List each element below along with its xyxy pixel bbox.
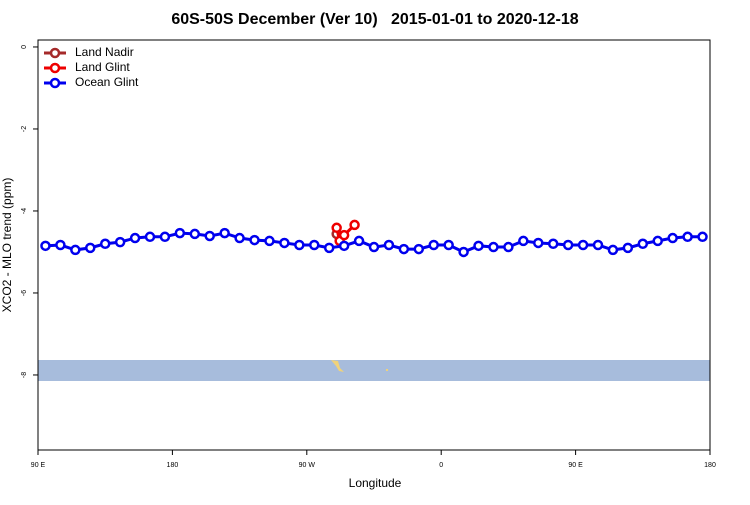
x-tick-label: 180 <box>167 462 179 469</box>
legend-marker <box>49 62 61 74</box>
x-tick-label: 180 <box>704 462 716 469</box>
x-axis-label: Longitude <box>349 476 402 490</box>
data-point <box>114 236 126 248</box>
legend-label: Land Nadir <box>75 45 134 59</box>
data-point <box>99 238 111 250</box>
data-point <box>234 232 245 244</box>
map-land <box>386 369 388 371</box>
data-point <box>331 222 342 234</box>
y-axis-label: XCO2 - MLO trend (ppm) <box>0 178 14 313</box>
data-point <box>383 239 395 251</box>
data-point <box>682 231 693 243</box>
data-point <box>488 241 499 253</box>
data-point <box>577 239 589 251</box>
y-tick-label: 0 <box>21 45 28 49</box>
data-point <box>518 235 529 247</box>
data-point <box>637 238 649 250</box>
x-tick-label: 90 E <box>31 462 46 469</box>
data-point <box>174 227 186 239</box>
data-point <box>338 240 350 252</box>
map-strip <box>38 360 710 381</box>
y-tick-label: -2 <box>21 126 28 132</box>
data-point <box>85 242 96 254</box>
data-point <box>547 238 559 250</box>
data-point <box>413 243 425 255</box>
data-point <box>428 239 439 251</box>
data-point <box>249 234 260 246</box>
data-point <box>398 243 410 255</box>
data-point <box>159 231 171 243</box>
x-tick-label: 0 <box>439 462 443 469</box>
data-point <box>697 231 708 243</box>
chart-title: 60S-50S December (Ver 10) 2015-01-01 to … <box>171 11 578 28</box>
data-point <box>607 244 619 256</box>
data-point <box>264 235 275 247</box>
data-point <box>592 239 604 251</box>
y-tick-label: -6 <box>21 290 28 296</box>
y-tick-label: -8 <box>21 372 28 378</box>
x-tick-label: 90 W <box>299 462 316 469</box>
legend-label: Land Glint <box>75 60 130 74</box>
data-point <box>55 239 66 251</box>
data-point <box>189 228 201 240</box>
data-point <box>279 237 290 249</box>
data-point <box>458 246 469 258</box>
data-point <box>40 240 51 252</box>
data-point <box>129 232 141 244</box>
legend-marker <box>49 47 61 59</box>
data-point <box>353 235 365 247</box>
legend-marker <box>49 77 61 89</box>
data-point <box>70 244 81 256</box>
data-point <box>368 241 380 253</box>
data-point <box>533 237 544 249</box>
data-point <box>323 242 335 254</box>
data-point <box>652 235 663 247</box>
plot-frame <box>37 39 711 451</box>
data-point <box>338 229 350 241</box>
data-point <box>204 230 215 242</box>
data-point <box>443 239 454 251</box>
data-point <box>622 242 634 254</box>
data-point <box>309 239 320 251</box>
legend-label: Ocean Glint <box>75 75 139 89</box>
data-point <box>562 239 574 251</box>
data-point <box>667 232 678 244</box>
data-point <box>144 231 156 243</box>
data-point <box>294 239 305 251</box>
data-point <box>473 240 484 252</box>
data-point <box>503 241 514 253</box>
x-tick-label: 90 E <box>568 462 583 469</box>
data-point <box>349 219 360 231</box>
data-point <box>219 227 230 239</box>
y-tick-label: -4 <box>21 208 28 214</box>
map-land <box>331 360 344 372</box>
